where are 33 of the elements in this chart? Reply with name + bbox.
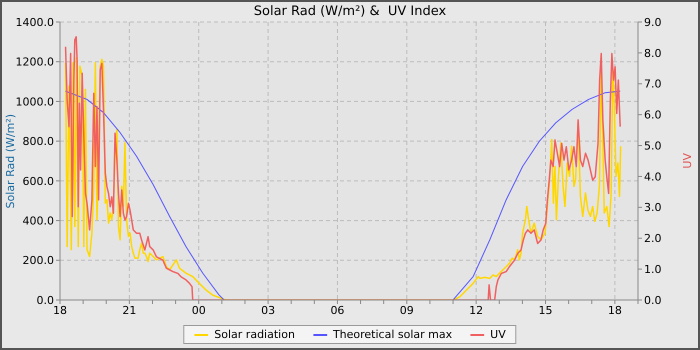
y2-tick-label: 5.0 bbox=[644, 139, 662, 152]
x-tick-label: 00 bbox=[192, 304, 206, 317]
y2-tick-label: 3.0 bbox=[644, 201, 662, 214]
x-tick-label: 03 bbox=[261, 304, 276, 317]
y2-tick-label: 7.0 bbox=[644, 78, 662, 91]
y2-tick-label: 2.0 bbox=[644, 232, 662, 246]
y-axis-title: Solar Rad (W/m²) bbox=[4, 114, 17, 208]
x-tick-label: 18 bbox=[608, 304, 622, 317]
x-tick-label: 09 bbox=[400, 304, 414, 317]
y2-axis-title: UV bbox=[681, 153, 694, 169]
x-tick-label: 15 bbox=[538, 304, 553, 317]
y2-tick-label: 0.0 bbox=[644, 294, 662, 307]
legend-label: Theoretical solar max bbox=[332, 328, 452, 341]
y-tick-label: 1200.0 bbox=[16, 56, 54, 69]
y2-tick-label: 4.0 bbox=[644, 170, 662, 184]
legend-label: Solar radiation bbox=[214, 328, 295, 341]
x-tick-label: 18 bbox=[53, 304, 67, 317]
y-tick-label: 600.0 bbox=[22, 174, 54, 188]
y-tick-label: 1400.0 bbox=[16, 16, 54, 29]
y-tick-label: 200.0 bbox=[22, 254, 54, 268]
x-tick-label: 12 bbox=[469, 304, 484, 317]
y2-tick-label: 6.0 bbox=[644, 108, 662, 122]
y2-tick-label: 9.0 bbox=[644, 16, 662, 29]
chart-title: Solar Rad (W/m²) & UV Index bbox=[254, 4, 446, 19]
y2-tick-label: 1.0 bbox=[644, 263, 662, 276]
x-tick-label: 06 bbox=[330, 304, 344, 317]
y-tick-label: 400.0 bbox=[22, 214, 54, 228]
y-tick-label: 0.0 bbox=[36, 294, 54, 307]
y-tick-label: 800.0 bbox=[22, 135, 54, 148]
y-tick-label: 1000.0 bbox=[16, 95, 54, 108]
legend-label: UV bbox=[490, 328, 506, 341]
x-tick-label: 21 bbox=[122, 304, 136, 317]
y2-tick-label: 8.0 bbox=[644, 46, 662, 60]
